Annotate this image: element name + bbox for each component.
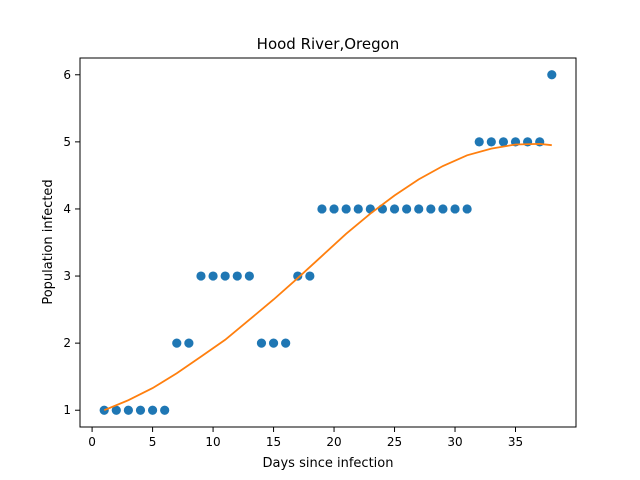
axes-frame bbox=[79, 57, 577, 428]
data-point bbox=[293, 271, 303, 281]
data-point bbox=[268, 338, 279, 348]
data-point bbox=[329, 204, 339, 214]
x-tick-label: 25 bbox=[387, 435, 402, 449]
data-point bbox=[498, 137, 509, 147]
data-point bbox=[232, 271, 242, 281]
x-tick-label: 10 bbox=[205, 435, 220, 449]
data-point bbox=[196, 271, 206, 281]
data-point bbox=[123, 405, 133, 415]
x-axis-label: Days since infection bbox=[263, 456, 394, 471]
data-point bbox=[244, 271, 254, 281]
data-point bbox=[474, 137, 484, 147]
data-point bbox=[111, 405, 121, 415]
x-tick-label: 15 bbox=[266, 435, 281, 449]
data-point bbox=[462, 204, 472, 214]
x-tick-label: 0 bbox=[88, 435, 96, 449]
data-point bbox=[486, 137, 496, 147]
data-point bbox=[172, 338, 182, 348]
data-point bbox=[317, 204, 327, 214]
y-tick-label: 4 bbox=[63, 202, 71, 216]
data-point bbox=[184, 338, 194, 348]
data-point bbox=[256, 338, 267, 348]
y-tick-label: 3 bbox=[63, 269, 71, 283]
data-point bbox=[389, 204, 400, 214]
y-tick-label: 5 bbox=[63, 135, 71, 149]
data-point bbox=[450, 204, 460, 214]
y-tick-label: 1 bbox=[63, 403, 71, 417]
data-point bbox=[305, 271, 315, 281]
x-tick-label: 30 bbox=[447, 435, 462, 449]
data-point bbox=[377, 204, 388, 214]
x-tick-label: 5 bbox=[149, 435, 157, 449]
y-axis-label: Population infected bbox=[41, 179, 56, 304]
data-point bbox=[281, 338, 291, 348]
data-point bbox=[426, 204, 436, 214]
data-point bbox=[208, 271, 218, 281]
data-point bbox=[402, 204, 412, 214]
data-point bbox=[414, 204, 424, 214]
data-point bbox=[135, 405, 146, 415]
x-tick-label: 35 bbox=[508, 435, 523, 449]
data-point bbox=[160, 405, 170, 415]
data-point bbox=[353, 204, 363, 214]
x-axis: 0 5 10 15 20 25 30 35 bbox=[88, 427, 523, 449]
fit-line bbox=[103, 142, 552, 412]
data-point bbox=[341, 204, 351, 214]
data-point bbox=[547, 70, 557, 80]
data-point bbox=[147, 405, 158, 415]
y-tick-label: 2 bbox=[63, 336, 71, 350]
x-tick-label: 20 bbox=[326, 435, 341, 449]
y-tick-label: 6 bbox=[63, 68, 71, 82]
plot-area bbox=[99, 70, 557, 415]
data-point bbox=[220, 271, 230, 281]
data-point bbox=[99, 405, 109, 415]
data-point bbox=[438, 204, 448, 214]
chart-title: Hood River,Oregon bbox=[257, 35, 400, 53]
y-axis: 1 2 3 4 5 6 bbox=[63, 68, 80, 417]
